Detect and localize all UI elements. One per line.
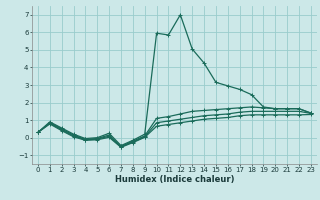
X-axis label: Humidex (Indice chaleur): Humidex (Indice chaleur) — [115, 175, 234, 184]
